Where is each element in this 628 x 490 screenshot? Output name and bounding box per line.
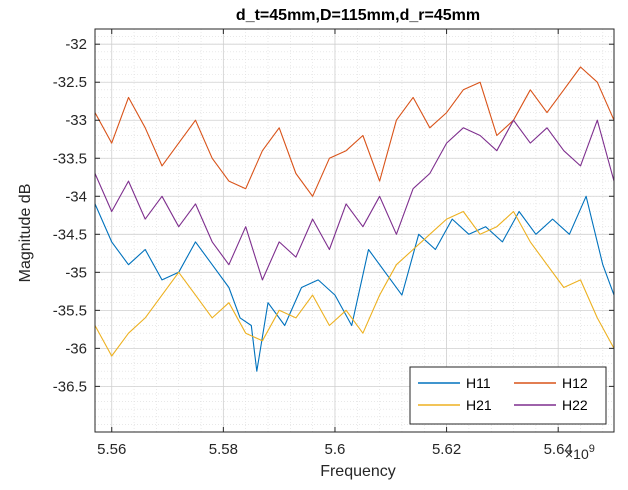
legend-label-h21: H21 xyxy=(466,397,492,413)
legend-label-h11: H11 xyxy=(466,375,491,391)
series-line-h12 xyxy=(94,66,615,197)
legend-label-h12: H12 xyxy=(562,375,588,391)
legend-box xyxy=(409,366,607,425)
series-line-h11 xyxy=(94,195,615,372)
legend-label-h22: H22 xyxy=(562,397,588,413)
y-tick-label: -34.5 xyxy=(53,226,87,243)
x-axis-ticks: 5.56 5.58 5.6 5.62 5.64 xyxy=(97,29,573,458)
y-tick-label: -32.5 xyxy=(53,74,87,91)
y-axis-ticks: -32 -32.5 -33 -33.5 -34 -34.5 -35 -35.5 -36 -36.5 xyxy=(53,36,614,395)
legend: H11 H12 H21 H22 xyxy=(409,366,607,425)
x-tick-label: 5.6 xyxy=(325,441,346,458)
y-tick-label: -35.5 xyxy=(53,302,87,319)
y-tick-label: -36.5 xyxy=(53,378,87,395)
series-line-h22 xyxy=(94,119,615,281)
x-exponent-base: ×10 xyxy=(565,446,589,462)
x-exponent-power: 9 xyxy=(589,443,595,455)
y-tick-label: -34 xyxy=(65,188,87,205)
axes-box xyxy=(94,28,615,433)
x-tick-label: 5.56 xyxy=(97,441,126,458)
y-tick-label: -32 xyxy=(65,36,87,53)
chart-title: d_t=45mm,D=115mm,d_r=45mm xyxy=(236,7,480,24)
series-layer xyxy=(94,66,615,372)
series-line-h21 xyxy=(94,210,615,357)
x-axis-label: Frequency xyxy=(320,463,396,480)
y-tick-label: -35 xyxy=(65,264,87,281)
x-tick-label: 5.62 xyxy=(432,441,461,458)
axes-frame xyxy=(94,28,615,433)
y-tick-label: -33.5 xyxy=(53,150,87,167)
y-axis-label: Magnitude dB xyxy=(17,184,34,283)
x-tick-label: 5.58 xyxy=(209,441,238,458)
x-exponent-label: ×109 xyxy=(565,443,595,462)
y-tick-label: -36 xyxy=(65,340,87,357)
x-tick-label: 5.64 xyxy=(544,441,573,458)
y-tick-label: -33 xyxy=(65,112,87,129)
